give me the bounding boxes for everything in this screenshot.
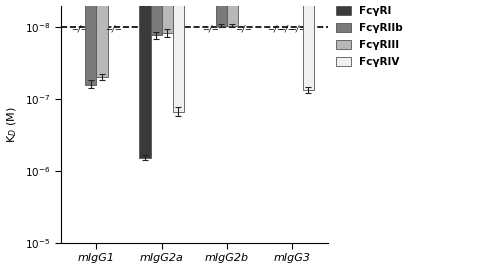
Bar: [162, 0, 172, 33]
Text: −/−: −/−: [235, 25, 252, 34]
Text: −/−: −/−: [202, 25, 218, 34]
Bar: [96, 0, 108, 77]
Bar: [172, 0, 184, 112]
Bar: [140, 0, 150, 158]
Text: −/−: −/−: [267, 25, 283, 34]
Text: −/−: −/−: [72, 25, 88, 34]
Bar: [86, 0, 96, 85]
Legend: FcγRI, FcγRIIb, FcγRIII, FcγRIV: FcγRI, FcγRIIb, FcγRIII, FcγRIV: [336, 6, 403, 67]
Bar: [150, 0, 162, 36]
Y-axis label: K$_{D}$ (M): K$_{D}$ (M): [6, 106, 19, 143]
Bar: [216, 0, 226, 26]
Bar: [303, 0, 314, 90]
Text: −/−: −/−: [104, 25, 122, 34]
Text: −/−: −/−: [278, 25, 294, 34]
Bar: [226, 0, 238, 26]
Text: −/−: −/−: [289, 25, 306, 34]
